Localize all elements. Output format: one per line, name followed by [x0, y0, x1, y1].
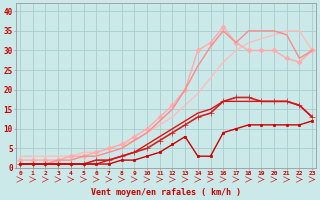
X-axis label: Vent moyen/en rafales ( km/h ): Vent moyen/en rafales ( km/h ): [91, 188, 241, 197]
